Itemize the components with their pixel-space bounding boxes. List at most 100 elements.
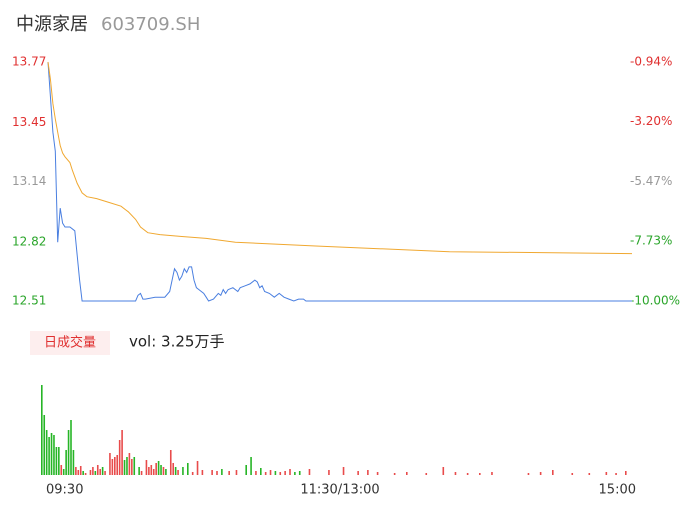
chart-subtitle: 603709.SH (101, 14, 200, 35)
volume-bar (89, 470, 92, 475)
volume-bar (196, 461, 199, 475)
volume-bar (255, 471, 257, 475)
volume-bar (274, 471, 277, 475)
volume-bar (70, 420, 72, 475)
volume-bar (406, 472, 408, 475)
x-tick-label: 11:30/13:00 (300, 483, 379, 498)
volume-bar (571, 473, 574, 475)
volume-bar (279, 472, 282, 475)
volume-bar (79, 466, 82, 475)
volume-bar (138, 467, 140, 475)
volume-bar (60, 465, 63, 475)
volume-bar (527, 473, 530, 475)
x-tick-label: 09:30 (46, 483, 83, 498)
price-line (47, 61, 633, 255)
volume-bar (118, 440, 121, 475)
volume-bar (221, 469, 223, 475)
volume-bar (41, 385, 43, 475)
volume-bar (148, 467, 150, 475)
volume-bar (182, 467, 184, 475)
volume-bar (162, 467, 165, 475)
y2-tick-label: -10.00% (630, 294, 680, 308)
volume-bar (155, 463, 157, 475)
volume-bar (114, 457, 116, 475)
volume-bar (133, 457, 136, 475)
volume-bar (169, 450, 172, 475)
volume-bar (75, 467, 77, 475)
y2-tick-label: -7.73% (630, 234, 672, 248)
volume-bar (479, 473, 481, 475)
volume-bar (425, 473, 428, 475)
volume-bar (84, 473, 87, 475)
y-tick-label: 12.82 (12, 235, 46, 249)
x-tick-label: 15:00 (599, 483, 636, 498)
volume-bar (123, 460, 126, 475)
volume-bar (393, 473, 396, 475)
volume-bar (442, 467, 445, 475)
volume-bar (65, 450, 67, 475)
volume-bar (454, 472, 457, 475)
volume-bar (367, 470, 369, 475)
volume-bar (174, 467, 177, 475)
volume-bar (284, 471, 286, 475)
volume-bar (104, 471, 106, 475)
volume-bar (289, 469, 291, 475)
volume-bar (99, 469, 101, 475)
volume-bar (376, 472, 379, 475)
volume-bar (48, 437, 50, 475)
volume-bar (357, 471, 359, 475)
volume-bar (260, 468, 262, 475)
y-tick-label: 13.77 (12, 55, 46, 69)
volume-bar (615, 473, 617, 475)
y-tick-label: 12.51 (12, 294, 46, 308)
volume-bar (111, 459, 114, 475)
volume-bar (53, 435, 55, 475)
volume-bar (211, 470, 213, 475)
volume-bar (43, 415, 46, 475)
volume-bar (96, 465, 99, 475)
volume-bar (67, 430, 70, 475)
volume-bar (157, 461, 160, 475)
volume-bar (539, 472, 542, 475)
y2-tick-label: -5.47% (630, 174, 672, 188)
volume-bar (58, 447, 60, 475)
volume-bar (177, 470, 179, 475)
volume-bar (45, 430, 48, 475)
volume-bar (172, 463, 174, 475)
volume-bar (605, 472, 608, 475)
volume-bar (245, 465, 247, 475)
volume-bar (201, 470, 204, 475)
volume-bar (116, 455, 119, 475)
volume-bar (109, 453, 111, 475)
volume-bar (77, 470, 80, 475)
volume-bar (552, 470, 554, 475)
volume-bar (121, 430, 123, 475)
volume-bar (62, 469, 65, 475)
volume-bar (140, 471, 143, 475)
volume-bar (187, 463, 189, 475)
volume-bar (264, 472, 267, 475)
volume-bar (466, 473, 469, 475)
volume-bar (82, 471, 84, 475)
volume-bar (294, 472, 296, 475)
volume-subtitle: vol: 3.25万手 (129, 333, 224, 351)
y-tick-label: 13.14 (12, 174, 46, 188)
volume-bar (152, 469, 155, 475)
volume-bar (228, 471, 230, 475)
volume-bar (131, 459, 133, 475)
y2-tick-label: -3.20% (630, 114, 672, 128)
volume-bar (191, 472, 194, 475)
volume-bar (72, 450, 75, 475)
volume-title: 日成交量 (44, 335, 96, 351)
y-tick-label: 13.45 (12, 115, 46, 129)
volume-bar (160, 465, 162, 475)
volume-bar (150, 465, 153, 475)
volume-bar (126, 457, 128, 475)
volume-bar (328, 470, 330, 475)
volume-bar (588, 473, 591, 475)
volume-bar (625, 471, 627, 475)
volume-bar (55, 447, 58, 475)
volume-bar (145, 460, 148, 475)
volume-bar (491, 472, 493, 475)
